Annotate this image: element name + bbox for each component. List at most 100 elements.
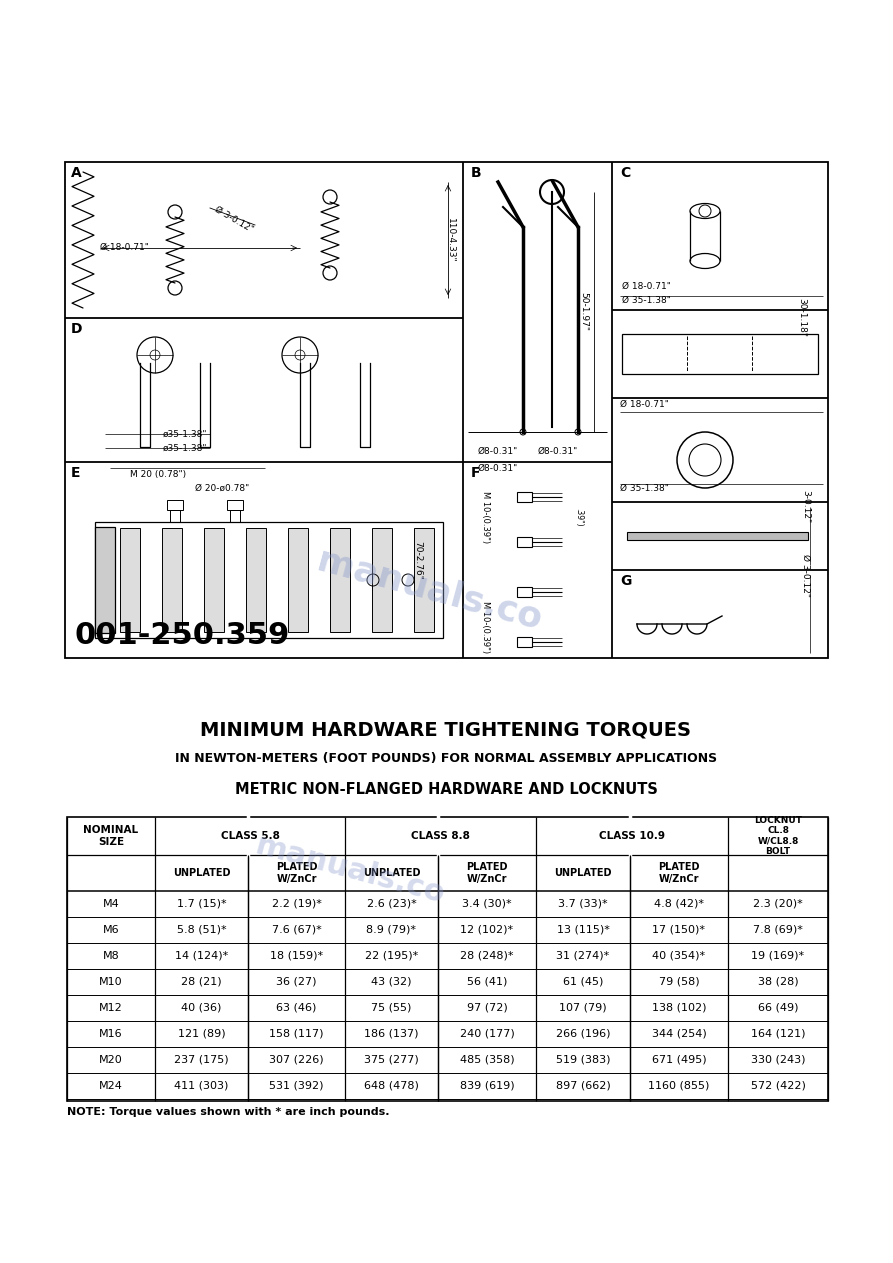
Text: M 10-(0.39"): M 10-(0.39") xyxy=(481,601,490,653)
Text: 1160 (855): 1160 (855) xyxy=(648,1081,710,1091)
Text: 2.2 (19)*: 2.2 (19)* xyxy=(271,899,321,909)
Text: 531 (392): 531 (392) xyxy=(270,1081,324,1091)
Bar xyxy=(517,493,532,501)
Text: G: G xyxy=(620,573,631,589)
Text: M 10-(0.39"): M 10-(0.39") xyxy=(481,491,490,543)
Text: 31 (274)*: 31 (274)* xyxy=(556,951,610,961)
Text: 839 (619): 839 (619) xyxy=(460,1081,514,1091)
Bar xyxy=(517,637,532,647)
Text: M20: M20 xyxy=(99,1055,123,1065)
Text: 2.3 (20)*: 2.3 (20)* xyxy=(753,899,803,909)
Text: 14 (124)*: 14 (124)* xyxy=(175,951,228,961)
Text: B: B xyxy=(471,165,481,181)
Text: 50-1.97": 50-1.97" xyxy=(580,293,588,331)
Text: 8.9 (79)*: 8.9 (79)* xyxy=(366,925,416,935)
Text: 63 (46): 63 (46) xyxy=(276,1003,317,1013)
Bar xyxy=(167,500,183,510)
Text: M4: M4 xyxy=(103,899,120,909)
Text: M16: M16 xyxy=(99,1029,123,1039)
Text: manuals.co: manuals.co xyxy=(252,831,448,909)
Text: MINIMUM HARDWARE TIGHTENING TORQUES: MINIMUM HARDWARE TIGHTENING TORQUES xyxy=(201,720,691,739)
Text: 28 (21): 28 (21) xyxy=(181,978,221,986)
Text: 164 (121): 164 (121) xyxy=(751,1029,805,1039)
Text: 3.7 (33)*: 3.7 (33)* xyxy=(558,899,608,909)
Bar xyxy=(162,528,182,632)
Text: 22 (195)*: 22 (195)* xyxy=(365,951,418,961)
Text: 572 (422): 572 (422) xyxy=(750,1081,805,1091)
Text: 186 (137): 186 (137) xyxy=(364,1029,419,1039)
Bar xyxy=(230,510,240,522)
Text: LOCKNUT
CL.8
W/CL8.8
BOLT: LOCKNUT CL.8 W/CL8.8 BOLT xyxy=(754,816,802,856)
Text: 38 (28): 38 (28) xyxy=(757,978,798,986)
Bar xyxy=(246,528,266,632)
Text: UNPLATED: UNPLATED xyxy=(363,868,421,878)
Text: UNPLATED: UNPLATED xyxy=(172,868,230,878)
Text: 671 (495): 671 (495) xyxy=(652,1055,706,1065)
Bar xyxy=(330,528,350,632)
Text: METRIC NON-FLANGED HARDWARE AND LOCKNUTS: METRIC NON-FLANGED HARDWARE AND LOCKNUTS xyxy=(235,782,657,797)
Text: 266 (196): 266 (196) xyxy=(555,1029,610,1039)
Text: 43 (32): 43 (32) xyxy=(371,978,412,986)
Bar xyxy=(204,528,224,632)
Text: Ø8-0.31": Ø8-0.31" xyxy=(478,447,518,456)
Text: ø35-1.38": ø35-1.38" xyxy=(163,429,207,440)
Text: 30-1.18": 30-1.18" xyxy=(797,298,806,337)
Text: M 20 (0.78"): M 20 (0.78") xyxy=(130,470,186,479)
Text: 7.8 (69)*: 7.8 (69)* xyxy=(753,925,803,935)
Text: Ø 20-ø0.78": Ø 20-ø0.78" xyxy=(195,484,249,493)
Text: C: C xyxy=(620,165,630,181)
Text: Ø 18-0.71": Ø 18-0.71" xyxy=(620,400,669,409)
Text: 110-4.33": 110-4.33" xyxy=(446,217,455,263)
Text: 1.7 (15)*: 1.7 (15)* xyxy=(177,899,226,909)
Text: .39"): .39") xyxy=(574,508,583,527)
Text: 12 (102)*: 12 (102)* xyxy=(461,925,513,935)
Text: 7.6 (67)*: 7.6 (67)* xyxy=(271,925,321,935)
Text: 3-0.12": 3-0.12" xyxy=(801,490,810,524)
Text: UNPLATED: UNPLATED xyxy=(555,868,612,878)
Text: F: F xyxy=(471,466,480,480)
Text: 307 (226): 307 (226) xyxy=(269,1055,324,1065)
Text: 13 (115)*: 13 (115)* xyxy=(556,925,609,935)
Text: NOTE: Torque values shown with * are inch pounds.: NOTE: Torque values shown with * are inc… xyxy=(67,1106,389,1116)
Text: M24: M24 xyxy=(99,1081,123,1091)
Text: 5.8 (51)*: 5.8 (51)* xyxy=(177,925,226,935)
Text: IN NEWTON-METERS (FOOT POUNDS) FOR NORMAL ASSEMBLY APPLICATIONS: IN NEWTON-METERS (FOOT POUNDS) FOR NORMA… xyxy=(175,751,717,765)
Text: M10: M10 xyxy=(99,978,123,986)
Text: Ø 35-1.38": Ø 35-1.38" xyxy=(622,296,671,304)
Text: PLATED
W/ZnCr: PLATED W/ZnCr xyxy=(658,863,700,884)
Text: 40 (36): 40 (36) xyxy=(181,1003,221,1013)
Text: 158 (117): 158 (117) xyxy=(270,1029,324,1039)
Text: M8: M8 xyxy=(103,951,120,961)
Text: 56 (41): 56 (41) xyxy=(467,978,507,986)
Bar xyxy=(288,528,308,632)
Text: Ø8-0.31": Ø8-0.31" xyxy=(478,464,518,474)
Text: 138 (102): 138 (102) xyxy=(652,1003,706,1013)
Bar xyxy=(517,537,532,547)
Text: 519 (383): 519 (383) xyxy=(555,1055,610,1065)
Text: 240 (177): 240 (177) xyxy=(460,1029,514,1039)
Text: 97 (72): 97 (72) xyxy=(467,1003,507,1013)
Text: Ø 18-0.71": Ø 18-0.71" xyxy=(622,282,671,290)
Bar xyxy=(65,162,828,658)
Text: CLASS 10.9: CLASS 10.9 xyxy=(599,831,665,841)
Text: manuals.co: manuals.co xyxy=(313,543,547,637)
Text: 28 (248)*: 28 (248)* xyxy=(460,951,513,961)
Text: 4.8 (42)*: 4.8 (42)* xyxy=(654,899,704,909)
Text: 2.6 (23)*: 2.6 (23)* xyxy=(367,899,416,909)
Text: 897 (662): 897 (662) xyxy=(555,1081,611,1091)
Bar xyxy=(95,522,443,638)
Text: M12: M12 xyxy=(99,1003,123,1013)
Text: 18 (159)*: 18 (159)* xyxy=(270,951,323,961)
Text: A: A xyxy=(71,165,82,181)
Text: 61 (45): 61 (45) xyxy=(563,978,603,986)
Text: 79 (58): 79 (58) xyxy=(659,978,699,986)
Bar xyxy=(95,527,115,633)
Text: CLASS 8.8: CLASS 8.8 xyxy=(411,831,470,841)
Text: 19 (169)*: 19 (169)* xyxy=(751,951,805,961)
Text: 107 (79): 107 (79) xyxy=(559,1003,607,1013)
Text: D: D xyxy=(71,322,82,336)
Text: 40 (354)*: 40 (354)* xyxy=(653,951,705,961)
Text: 36 (27): 36 (27) xyxy=(276,978,317,986)
Text: 121 (89): 121 (89) xyxy=(178,1029,225,1039)
Text: 237 (175): 237 (175) xyxy=(174,1055,229,1065)
